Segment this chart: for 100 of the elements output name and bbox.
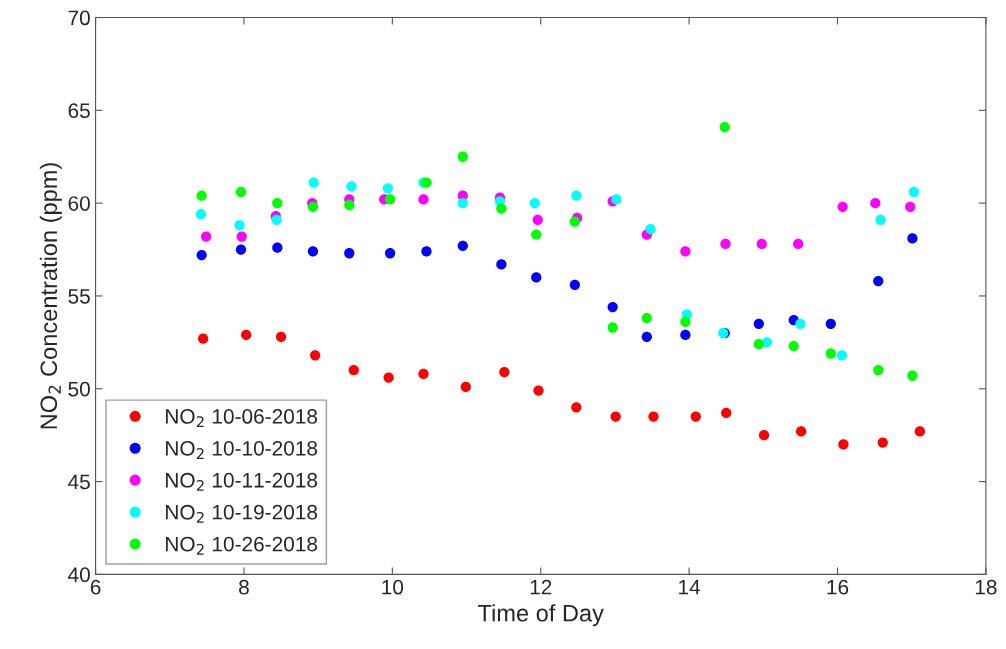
- point: [499, 366, 510, 378]
- point: [645, 223, 656, 235]
- point: [680, 246, 691, 257]
- point: [836, 350, 848, 361]
- x-tick-label: 12: [530, 579, 552, 595]
- point: [382, 183, 394, 194]
- x-tick-label: 14: [679, 579, 701, 595]
- point: [460, 381, 471, 393]
- point: [875, 214, 886, 225]
- point: [531, 272, 542, 283]
- point: [648, 411, 659, 422]
- point: [758, 430, 770, 441]
- point: [198, 333, 209, 344]
- point: [344, 248, 355, 259]
- x-tick-label: 18: [975, 579, 997, 595]
- legend-label: NO$_{2}$ 10-06-2018: [166, 409, 318, 427]
- y-tick-label: 55: [68, 289, 90, 304]
- point: [235, 244, 247, 255]
- y-tick-label: 60: [68, 196, 90, 211]
- point: [788, 340, 799, 352]
- point: [680, 316, 691, 328]
- point: [346, 181, 357, 192]
- point: [838, 439, 849, 450]
- point: [607, 301, 618, 313]
- point: [873, 275, 884, 287]
- y-tick-label: 50: [68, 381, 90, 397]
- point: [529, 197, 540, 209]
- y-axis-title: NO$_{2}$ Concentration (ppm): [39, 163, 62, 429]
- point: [825, 318, 836, 329]
- point: [793, 238, 804, 250]
- point: [720, 238, 731, 250]
- point: [241, 329, 252, 341]
- point: [870, 197, 881, 209]
- point: [571, 190, 582, 201]
- point: [234, 220, 245, 231]
- point: [873, 365, 884, 376]
- point: [310, 350, 321, 361]
- point: [641, 331, 652, 342]
- legend-label: NO$_{2}$ 10-26-2018: [166, 536, 318, 555]
- point: [531, 229, 542, 240]
- x-tick-label: 8: [239, 579, 249, 595]
- legend-label: NO$_{2}$ 10-19-2018: [166, 504, 318, 523]
- point: [571, 402, 582, 413]
- point: [532, 214, 543, 225]
- point: [196, 249, 207, 261]
- x-tick-label: 10: [382, 579, 404, 595]
- point: [611, 194, 622, 205]
- point: [569, 279, 580, 290]
- point: [418, 194, 429, 205]
- point: [200, 231, 212, 242]
- point: [905, 201, 916, 212]
- point: [837, 201, 848, 212]
- point: [383, 372, 394, 383]
- point: [756, 238, 767, 250]
- point: [307, 246, 319, 257]
- point: [457, 240, 468, 251]
- point: [348, 365, 359, 376]
- point: [272, 197, 283, 209]
- point: [457, 197, 468, 209]
- point: [344, 199, 355, 211]
- point: [690, 411, 701, 422]
- point: [384, 248, 396, 259]
- point: [914, 426, 925, 437]
- point: [825, 348, 836, 359]
- x-axis-title: Time of Day: [478, 604, 604, 627]
- point: [275, 331, 287, 342]
- point: [607, 322, 618, 333]
- x-tick-label: 16: [827, 579, 849, 595]
- point: [753, 318, 764, 329]
- point: [235, 186, 247, 198]
- point: [308, 177, 319, 188]
- point: [533, 385, 544, 396]
- y-tick-label: 70: [68, 10, 90, 26]
- point: [196, 190, 207, 201]
- point: [610, 411, 621, 422]
- point: [496, 203, 507, 214]
- y-tick-label: 65: [68, 103, 90, 119]
- point: [236, 231, 247, 242]
- point: [418, 368, 429, 380]
- x-tick-label: 6: [90, 579, 101, 595]
- point: [908, 186, 920, 198]
- point: [719, 121, 730, 133]
- point: [496, 259, 507, 270]
- point: [457, 151, 468, 162]
- point: [795, 426, 807, 437]
- point: [641, 313, 652, 324]
- point: [753, 339, 764, 350]
- y-tick-label: 45: [68, 474, 90, 490]
- point: [195, 209, 207, 220]
- point: [907, 370, 918, 381]
- point: [907, 233, 918, 244]
- point: [721, 407, 732, 419]
- y-tick-label: 40: [68, 567, 90, 583]
- point: [384, 194, 396, 205]
- legend-label: NO$_{2}$ 10-10-2018: [166, 440, 318, 459]
- point: [795, 318, 806, 329]
- point: [569, 216, 580, 227]
- point: [680, 329, 691, 341]
- legend-label: NO$_{2}$ 10-11-2018: [166, 472, 318, 491]
- point: [877, 437, 888, 448]
